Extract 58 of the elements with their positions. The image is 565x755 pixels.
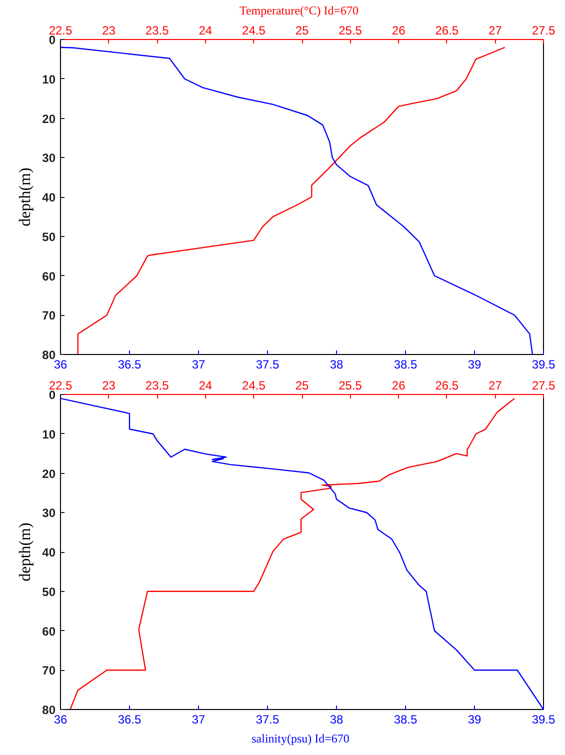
y-axis-title: depth(m): [17, 168, 34, 226]
x-tick-label: 37.5: [256, 712, 280, 726]
y-tick-label: 60: [42, 624, 56, 638]
x-tick-label: 37: [192, 358, 206, 372]
x2-tick-label: 26.5: [435, 24, 459, 38]
x-tick-label: 39.5: [532, 712, 556, 726]
x-tick-label: 39: [468, 358, 482, 372]
y-tick-label: 0: [48, 33, 56, 47]
x2-tick-label: 24.5: [242, 378, 266, 392]
x2-tick-label: 24: [198, 378, 212, 392]
x-tick-label: 38: [330, 358, 344, 372]
y-axis-title: depth(m): [17, 522, 34, 582]
x2-tick-label: 24: [198, 24, 212, 38]
x-tick-label: 38: [330, 712, 344, 726]
x2-axis-title: Temperature(°C) Id=670: [239, 4, 359, 18]
x2-tick-label: 27: [488, 24, 502, 38]
y-tick-label: 20: [42, 112, 56, 126]
x2-tick-label: 27.5: [532, 24, 556, 38]
x-tick-label: 36.5: [118, 358, 142, 372]
x2-tick-label: 26.5: [435, 378, 459, 392]
x-tick-label: 37.5: [256, 358, 280, 372]
y-tick-label: 10: [42, 72, 56, 86]
x-tick-label: 37: [192, 712, 206, 726]
x-tick-label: 39: [468, 712, 482, 726]
x2-tick-label: 27.5: [532, 378, 556, 392]
x2-tick-label: 25: [295, 378, 309, 392]
y-tick-label: 60: [42, 269, 56, 284]
y-tick-label: 10: [42, 427, 56, 442]
y-tick-label: 50: [42, 584, 56, 599]
y-tick-label: 30: [42, 506, 56, 520]
x-tick-label: 36.5: [118, 712, 142, 726]
y-tick-label: 80: [42, 703, 56, 717]
x2-tick-label: 23: [102, 24, 116, 38]
y-tick-label: 40: [42, 546, 56, 560]
x2-tick-label: 23: [102, 378, 116, 392]
x-tick-label: 39.5: [532, 358, 556, 372]
x-axis-title: salinity(psu) Id=670: [252, 732, 350, 746]
y-tick-label: 40: [42, 190, 56, 204]
x-tick-label: 36: [54, 358, 68, 372]
x-tick-label: 38.5: [394, 358, 418, 372]
x2-tick-label: 23.5: [145, 24, 170, 38]
x-tick-label: 38.5: [394, 712, 418, 726]
y-tick-label: 50: [42, 230, 56, 244]
x2-tick-label: 26: [392, 378, 406, 392]
y-tick-label: 70: [42, 308, 56, 323]
y-tick-label: 80: [42, 348, 56, 362]
y-tick-label: 70: [42, 664, 56, 678]
x-tick-label: 36: [54, 712, 68, 726]
y-tick-label: 0: [48, 388, 56, 402]
x2-tick-label: 25.5: [338, 378, 362, 392]
x2-tick-label: 27: [488, 378, 502, 392]
x2-tick-label: 25.5: [338, 24, 362, 38]
x2-tick-label: 23.5: [145, 378, 170, 392]
x2-tick-label: 26: [392, 24, 406, 38]
x2-tick-label: 24.5: [242, 24, 266, 38]
x2-tick-label: 25: [295, 24, 309, 38]
y-tick-label: 30: [42, 151, 56, 166]
y-tick-label: 20: [42, 466, 56, 481]
